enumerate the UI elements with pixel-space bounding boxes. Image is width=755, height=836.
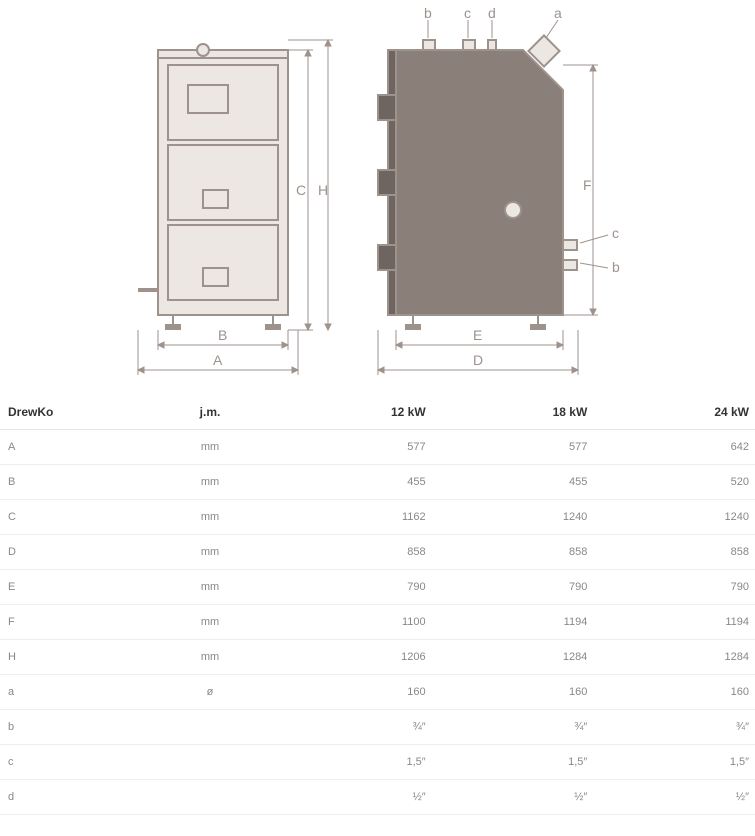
col-header-18kw: 18 kW (432, 395, 594, 430)
callout-b-top: b (424, 5, 432, 21)
cell-24kw: 520 (593, 465, 755, 500)
dim-label-D: D (473, 352, 483, 368)
cell-12kw: 1206 (270, 640, 432, 675)
table-row: Hmm120612841284 (0, 640, 755, 675)
cell-unit (150, 780, 270, 815)
cell-label: b (0, 710, 150, 745)
cell-label: c (0, 745, 150, 780)
cell-unit: mm (150, 640, 270, 675)
cell-label: D (0, 535, 150, 570)
cell-18kw: 577 (432, 430, 594, 465)
callout-d-top: d (488, 5, 496, 21)
cell-18kw: 1,5″ (432, 745, 594, 780)
dim-label-B: B (218, 327, 227, 343)
table-row: aø160160160 (0, 675, 755, 710)
cell-unit: mm (150, 605, 270, 640)
col-header-model: DrewKo (0, 395, 150, 430)
table-row: Dmm858858858 (0, 535, 755, 570)
cell-12kw: 858 (270, 535, 432, 570)
cell-24kw: ½″ (593, 780, 755, 815)
callout-c-top: c (464, 5, 471, 21)
cell-18kw: ½″ (432, 780, 594, 815)
cell-label: A (0, 430, 150, 465)
cell-24kw: 1240 (593, 500, 755, 535)
table-row: c1,5″1,5″1,5″ (0, 745, 755, 780)
cell-18kw: 455 (432, 465, 594, 500)
cell-24kw: 160 (593, 675, 755, 710)
cell-unit: ø (150, 675, 270, 710)
boiler-side-view: D E F b c d a c b (368, 10, 628, 390)
cell-18kw: 1240 (432, 500, 594, 535)
cell-24kw: 1194 (593, 605, 755, 640)
cell-12kw: 790 (270, 570, 432, 605)
table-row: Fmm110011941194 (0, 605, 755, 640)
table-header-row: DrewKo j.m. 12 kW 18 kW 24 kW (0, 395, 755, 430)
cell-18kw: 790 (432, 570, 594, 605)
cell-12kw: 160 (270, 675, 432, 710)
dim-label-A: A (213, 352, 223, 368)
dim-label-E: E (473, 327, 482, 343)
table-row: Emm790790790 (0, 570, 755, 605)
table-row: d½″½″½″ (0, 780, 755, 815)
table-row: Bmm455455520 (0, 465, 755, 500)
col-header-unit: j.m. (150, 395, 270, 430)
table-row: Amm577577642 (0, 430, 755, 465)
cell-unit: mm (150, 570, 270, 605)
cell-12kw: ¾″ (270, 710, 432, 745)
callout-a-top: a (554, 5, 562, 21)
cell-label: B (0, 465, 150, 500)
cell-label: H (0, 640, 150, 675)
cell-12kw: ½″ (270, 780, 432, 815)
dim-label-F: F (583, 177, 592, 193)
callout-c-side: c (612, 225, 619, 241)
cell-24kw: ¾″ (593, 710, 755, 745)
cell-unit (150, 710, 270, 745)
cell-12kw: 1162 (270, 500, 432, 535)
cell-label: F (0, 605, 150, 640)
cell-18kw: 1194 (432, 605, 594, 640)
technical-diagram: A B C H (0, 0, 755, 395)
cell-unit (150, 745, 270, 780)
table-row: Cmm116212401240 (0, 500, 755, 535)
dimensions-table: DrewKo j.m. 12 kW 18 kW 24 kW Amm5775776… (0, 395, 755, 815)
cell-12kw: 577 (270, 430, 432, 465)
cell-unit: mm (150, 430, 270, 465)
cell-24kw: 858 (593, 535, 755, 570)
col-header-12kw: 12 kW (270, 395, 432, 430)
dim-label-H: H (318, 182, 328, 198)
cell-24kw: 1,5″ (593, 745, 755, 780)
cell-12kw: 1100 (270, 605, 432, 640)
cell-12kw: 1,5″ (270, 745, 432, 780)
cell-24kw: 790 (593, 570, 755, 605)
cell-unit: mm (150, 535, 270, 570)
cell-label: d (0, 780, 150, 815)
dim-label-C: C (296, 182, 306, 198)
cell-24kw: 1284 (593, 640, 755, 675)
col-header-24kw: 24 kW (593, 395, 755, 430)
cell-unit: mm (150, 500, 270, 535)
callout-b-side: b (612, 259, 620, 275)
boiler-front-view: A B C H (128, 10, 338, 390)
cell-label: a (0, 675, 150, 710)
cell-12kw: 455 (270, 465, 432, 500)
cell-18kw: ¾″ (432, 710, 594, 745)
cell-label: C (0, 500, 150, 535)
cell-24kw: 642 (593, 430, 755, 465)
cell-unit: mm (150, 465, 270, 500)
table-row: b¾″¾″¾″ (0, 710, 755, 745)
cell-18kw: 160 (432, 675, 594, 710)
cell-18kw: 858 (432, 535, 594, 570)
cell-18kw: 1284 (432, 640, 594, 675)
cell-label: E (0, 570, 150, 605)
